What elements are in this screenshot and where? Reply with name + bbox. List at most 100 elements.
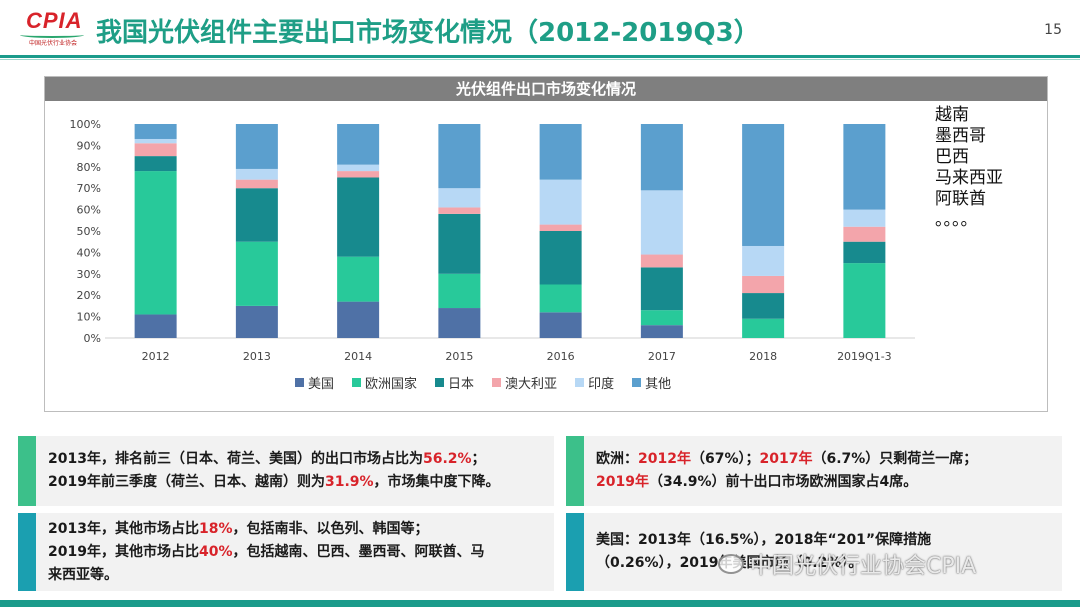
x-tick-label: 2013 [243, 350, 271, 363]
bar-segment [640, 124, 683, 191]
side-list-item: 。。。。 [935, 210, 978, 230]
bar-segment [235, 124, 278, 169]
title-divider-thin [0, 59, 1080, 60]
logo-text: CPIA [26, 8, 83, 33]
x-tick-label: 2018 [749, 350, 777, 363]
bar-segment [742, 293, 785, 319]
note-line: 2013年，其他市场占比18%，包括南非、以色列、韩国等； [48, 520, 429, 537]
legend-label: 美国 [308, 377, 335, 392]
legend-swatch [575, 378, 585, 387]
note-line: 2019年（34.9%）前十出口市场欧洲国家占4席。 [596, 474, 918, 490]
bar-segment [337, 164, 380, 172]
bar-segment [235, 305, 278, 338]
logo-subtitle: 中国光伏行业协会 [28, 40, 77, 47]
bar-segment [640, 310, 683, 326]
legend-item: 日本 [435, 373, 474, 392]
bar-segment [539, 284, 582, 313]
y-tick-label: 0% [84, 332, 101, 345]
bar-segment [134, 171, 177, 315]
bar-segment [843, 226, 886, 242]
chart-title: 光伏组件出口市场变化情况 [45, 77, 1047, 101]
bar-segment [640, 267, 683, 311]
bar-segment [337, 256, 380, 302]
bar-segment [843, 241, 886, 264]
x-tick-label: 2015 [445, 350, 473, 363]
side-list-item: 马来西亚 [935, 168, 1003, 188]
bar-segment [843, 209, 886, 227]
legend-label: 澳大利亚 [505, 377, 558, 392]
bar-segment [337, 124, 380, 165]
bar-segment [337, 171, 380, 178]
x-tick-label: 2019Q1-3 [837, 350, 892, 363]
y-tick-label: 70% [77, 182, 101, 195]
note-line: 来西亚等。 [48, 566, 118, 583]
bar-segment [640, 254, 683, 268]
bar-segment [438, 308, 481, 338]
note-line: 欧洲：2012年（67%）；2017年（6.7%）只剩荷兰一席； [596, 451, 978, 467]
x-tick-label: 2017 [648, 350, 676, 363]
note-line: 2013年，排名前三（日本、荷兰、美国）的出口市场占比为56.2%； [48, 451, 486, 467]
title-divider [0, 55, 1080, 58]
legend-label: 其他 [645, 377, 672, 392]
bar-segment [742, 275, 785, 294]
bar-segment [337, 177, 380, 257]
note-box-europe: 欧洲：2012年（67%）；2017年（6.7%）只剩荷兰一席； 2019年（3… [566, 436, 1062, 506]
footer-divider [0, 600, 1080, 607]
slide-title: 我国光伏组件主要出口市场变化情况（2012-2019Q3） [96, 18, 760, 48]
bar-segment [134, 124, 177, 139]
bar-segment [539, 224, 582, 231]
legend-swatch [492, 378, 502, 387]
x-tick-label: 2012 [142, 350, 170, 363]
bar-segment [843, 263, 886, 338]
legend-swatch [352, 378, 362, 387]
y-tick-label: 50% [77, 225, 101, 238]
bar-segment [640, 190, 683, 255]
bar-segment [539, 124, 582, 180]
legend-item: 其他 [632, 373, 671, 392]
bar-segment [438, 213, 481, 274]
legend-label: 日本 [448, 377, 475, 392]
y-tick-label: 40% [77, 246, 101, 259]
bar-segment [640, 325, 683, 338]
chart-legend: 美国 欧洲国家 日本 澳大利亚 印度 其他 [295, 373, 671, 392]
bar-segment [134, 156, 177, 172]
bar-segment [438, 273, 481, 309]
chart-panel: 光伏组件出口市场变化情况 0% 10% 20% 30% 40% 50% 60% 70% 80% 9… [44, 76, 1048, 412]
legend-swatch [295, 378, 304, 387]
bar-segment [337, 301, 380, 338]
y-tick-label: 30% [77, 268, 101, 281]
x-tick-label: 2016 [547, 350, 575, 363]
bar-segment [134, 143, 177, 157]
note-accent-bar [18, 513, 36, 591]
bar-segment [843, 124, 886, 210]
legend-label: 欧洲国家 [365, 377, 418, 392]
bar-segment [235, 168, 278, 180]
bar-segment [438, 188, 481, 208]
legend-swatch [632, 378, 642, 387]
bar-segment [742, 124, 785, 246]
legend-item: 欧洲国家 [352, 373, 417, 392]
bar-segment [438, 124, 481, 189]
bar-segment [134, 138, 177, 144]
stacked-bar-chart: 0% 10% 20% 30% 40% 50% 60% 70% 80% 90% 100% 2012 201… [70, 118, 915, 363]
note-box-other-markets: 2013年，其他市场占比18%，包括南非、以色列、韩国等； 2019年，其他市场… [18, 513, 554, 591]
legend-label: 印度 [588, 377, 615, 392]
note-line: 2019年前三季度（荷兰、日本、越南）则为31.9%，市场集中度下降。 [48, 474, 500, 490]
bar-segment [235, 188, 278, 242]
bar-segment [539, 312, 582, 338]
bar-segment [539, 179, 582, 225]
bar-segment [742, 318, 785, 338]
note-box-usa: 美国：2013年（16.5%），2018年“201”保障措施 （0.26%），2… [566, 513, 1062, 591]
bar-segment [235, 179, 278, 189]
bar-segment [742, 245, 785, 276]
page-number: 15 [1044, 22, 1062, 38]
bar-segment [134, 314, 177, 338]
wechat-icon [718, 554, 744, 574]
y-tick-label: 10% [77, 311, 101, 324]
legend-item: 美国 [295, 373, 334, 392]
y-tick-label: 60% [77, 204, 101, 217]
bar-segment [438, 207, 481, 214]
note-accent-bar [18, 436, 36, 506]
legend-swatch [435, 378, 445, 387]
bar-segment [235, 241, 278, 306]
